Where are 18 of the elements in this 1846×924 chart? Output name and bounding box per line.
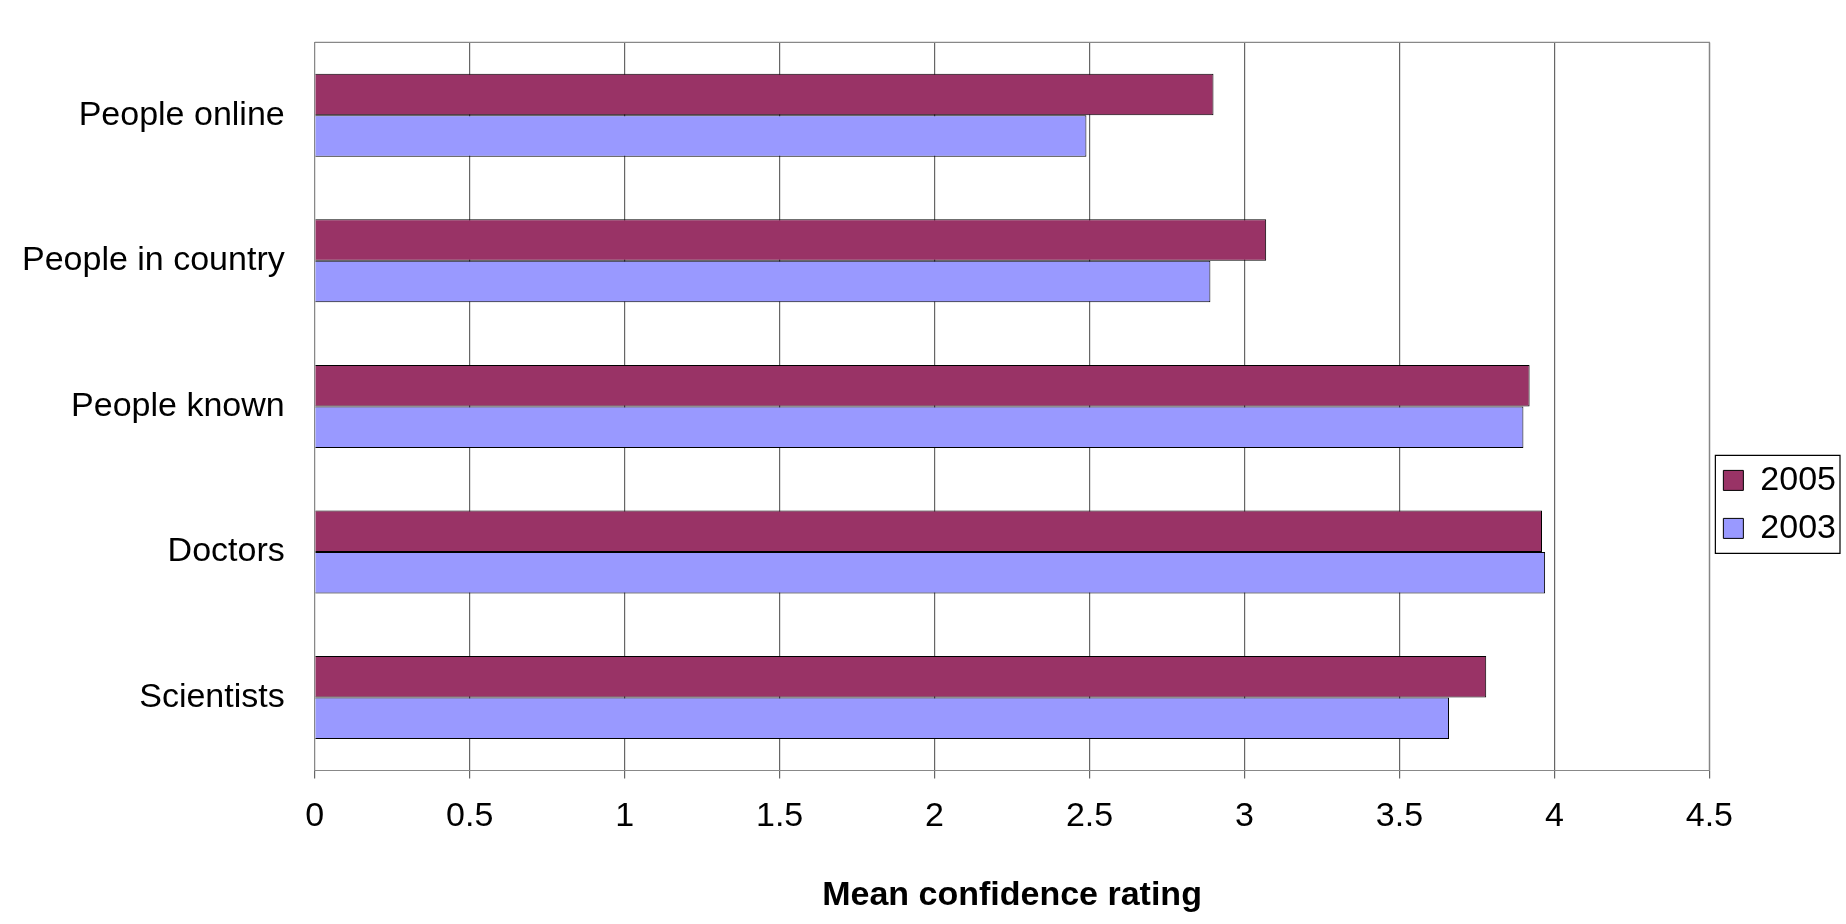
y-tick-label: People known bbox=[71, 384, 285, 423]
x-tick-label: 2 bbox=[925, 795, 945, 834]
x-tick-label: 4.5 bbox=[1685, 795, 1733, 834]
x-tick-label: 0.5 bbox=[446, 795, 494, 834]
x-tick-label: 1 bbox=[615, 795, 635, 834]
legend-label: 2005 bbox=[1760, 458, 1836, 497]
legend-label: 2003 bbox=[1760, 506, 1836, 545]
x-tick-label: 2.5 bbox=[1065, 795, 1114, 834]
y-tick-label: Scientists bbox=[139, 675, 285, 714]
y-tick-label: People online bbox=[78, 93, 285, 132]
x-tick-label: 3.5 bbox=[1375, 795, 1424, 834]
x-tick-label: 0 bbox=[305, 795, 325, 834]
y-tick-label: People in country bbox=[21, 239, 285, 278]
x-tick-label: 3 bbox=[1235, 795, 1254, 834]
x-tick-label: 4 bbox=[1544, 795, 1564, 834]
y-tick-label: Doctors bbox=[167, 530, 285, 569]
x-axis-title: Mean confidence rating bbox=[822, 873, 1202, 912]
x-tick-label: 1.5 bbox=[755, 795, 804, 834]
